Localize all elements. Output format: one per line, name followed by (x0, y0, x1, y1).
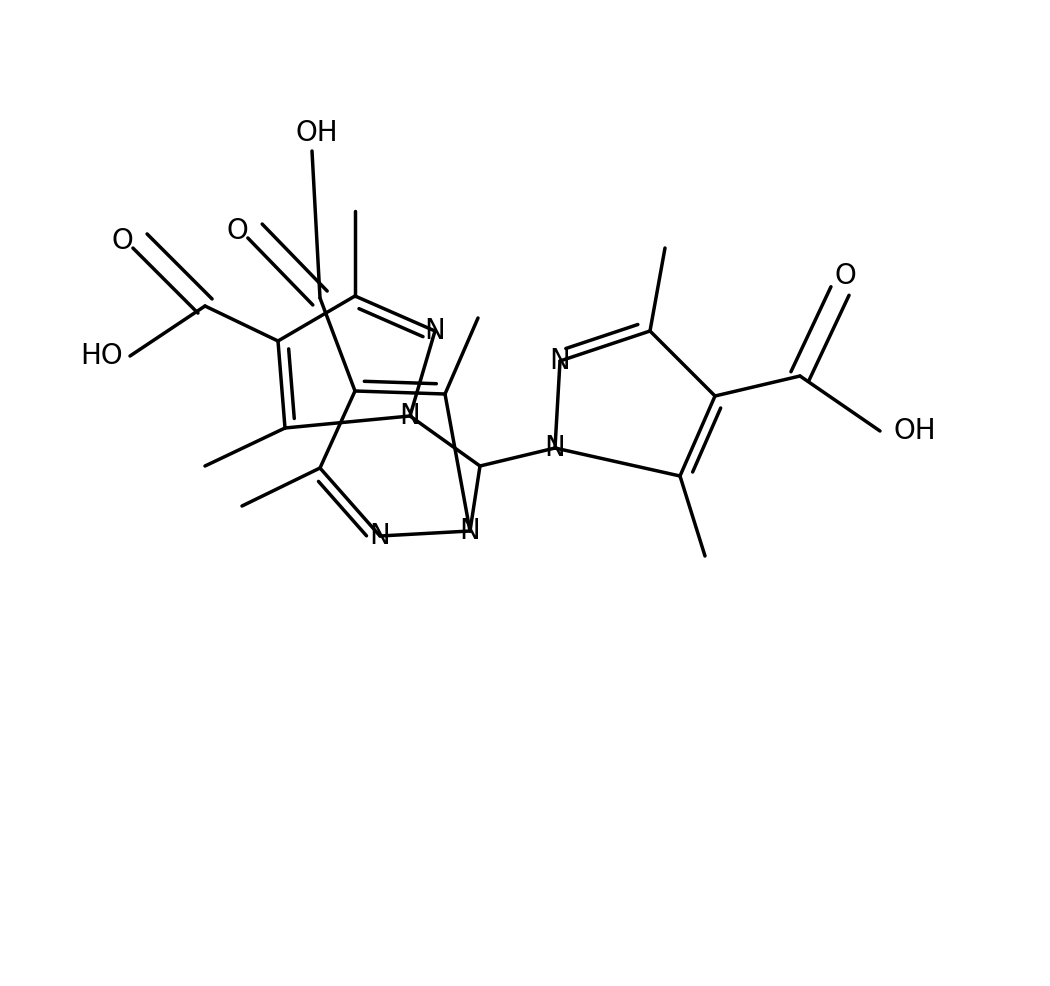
Text: OH: OH (894, 417, 937, 445)
Text: N: N (549, 347, 570, 375)
Text: O: O (834, 262, 856, 290)
Text: HO: HO (81, 342, 123, 370)
Text: O: O (226, 217, 248, 245)
Text: N: N (545, 434, 565, 462)
Text: N: N (460, 517, 481, 545)
Text: OH: OH (296, 119, 338, 147)
Text: N: N (400, 402, 420, 430)
Text: N: N (370, 522, 391, 550)
Text: N: N (424, 317, 445, 345)
Text: O: O (111, 227, 133, 255)
